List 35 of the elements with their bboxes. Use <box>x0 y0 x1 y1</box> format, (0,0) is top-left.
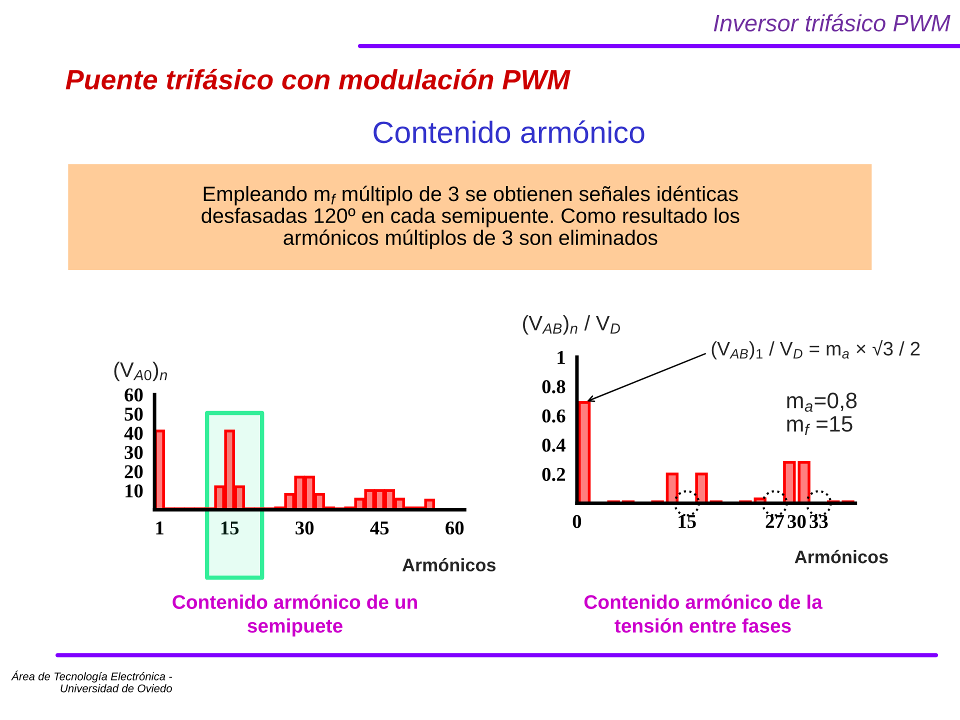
x-tick-label: 1 <box>156 522 164 534</box>
y-tick-label: 50 <box>124 408 143 421</box>
y-tick-label: 20 <box>124 465 143 478</box>
x-tick-label: 33 <box>810 515 828 528</box>
y-tick-label: 60 <box>124 388 143 402</box>
y-tick-label: 30 <box>124 446 143 460</box>
x-tick-label: 45 <box>370 522 389 535</box>
y-axis-title: (V$_{A0}$)$_{n}$ <box>114 362 167 382</box>
y-tick-label: 1 <box>558 351 565 364</box>
x-axis-title: Armónicos <box>402 558 496 572</box>
text: Empleando m$_{f}$ múltiplo de 3 se obtienen señales idénticas desfasadas 120º en cada semipuente. Como resultado los armónicos múltiplos de 3 son eliminados <box>202 186 740 250</box>
y-tick-label: 0.4 <box>542 438 566 452</box>
x-tick-label: 30 <box>296 521 314 535</box>
x-tick-label: 60 <box>446 521 464 535</box>
x-tick-label: 15 <box>678 515 696 528</box>
text: Contenido armónico de la tensión entre fases <box>584 594 823 633</box>
text: Puente trifásico con modulación PWM <box>66 68 570 90</box>
annotation: m$_{f}$ =15 <box>787 416 852 436</box>
annotation: m$_{a}$=0,8 <box>787 392 857 412</box>
x-tick-label: 27 <box>766 515 784 528</box>
y-tick-label: 0.2 <box>542 468 566 482</box>
text: Contenido armónico de un semipuete <box>172 594 417 637</box>
y-axis-title: (V$_{AB}$)$_{n}$ / V$_{D}$ <box>522 315 620 335</box>
y-tick-label: 0.8 <box>542 380 566 394</box>
x-tick-label: 0 <box>572 514 582 528</box>
x-axis-title: Armónicos <box>794 550 888 564</box>
x-tick-label: 30 <box>788 514 806 528</box>
text: (V$_{AB}$)$_{1}$ / V$_{D}$ = m$_{a}$ × √3 / 2 <box>712 340 920 360</box>
text: Área de Tecnología Electrónica - Universidad de Oviedo <box>11 670 172 692</box>
y-tick-label: 40 <box>124 426 143 440</box>
text: Inversor trifásico PWM <box>714 14 950 32</box>
y-tick-label: 10 <box>126 484 143 498</box>
y-tick-label: 0.6 <box>542 409 566 423</box>
text: Contenido armónico <box>374 120 644 144</box>
x-tick-label: 15 <box>221 522 239 535</box>
